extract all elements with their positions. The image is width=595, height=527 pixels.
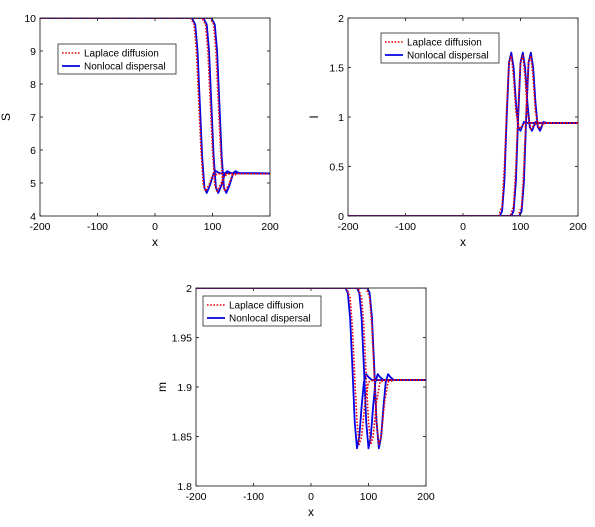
y-tick-label: 2 bbox=[338, 13, 344, 25]
legend-box bbox=[202, 295, 322, 327]
x-tick-label: 100 bbox=[204, 221, 222, 233]
y-tick-label: 0 bbox=[338, 211, 344, 223]
legend: Laplace diffusion Nonlocal dispersal bbox=[202, 295, 322, 327]
series-1-curve-1 bbox=[196, 288, 426, 450]
x-tick-label: 0 bbox=[460, 221, 466, 233]
x-tick-label: -100 bbox=[87, 221, 108, 233]
series-group bbox=[348, 51, 578, 216]
y-tick-label: 1.9 bbox=[177, 382, 192, 394]
legend-label-0: Laplace diffusion bbox=[229, 301, 304, 312]
y-tick-label: 7 bbox=[30, 112, 36, 124]
x-axis-label: x bbox=[460, 235, 466, 249]
series-0-curve-0 bbox=[348, 54, 578, 216]
legend-label-1: Nonlocal dispersal bbox=[407, 51, 489, 62]
chart-panel-I: -200 -100 0 100 200 0 0.5 1 1.5 2 x I Laplace diffus… bbox=[307, 13, 587, 249]
x-axis-label: x bbox=[308, 505, 314, 519]
x-tick-label: 100 bbox=[360, 491, 378, 503]
series-0-curve-2 bbox=[348, 54, 578, 216]
series-group bbox=[196, 288, 426, 450]
x-tick-label: 0 bbox=[152, 221, 158, 233]
legend-box bbox=[380, 32, 500, 64]
series-0-curve-2 bbox=[196, 288, 426, 446]
y-tick-label: 5 bbox=[30, 178, 36, 190]
x-tick-label: 200 bbox=[569, 221, 587, 233]
legend-box bbox=[57, 43, 177, 75]
legend-label-0: Laplace diffusion bbox=[84, 49, 159, 60]
y-tick-label: 1 bbox=[338, 112, 344, 124]
x-axis-label: x bbox=[152, 235, 158, 249]
y-tick-label: 1.95 bbox=[172, 333, 193, 345]
chart-panel-m: -200 -100 0 100 200 1.8 1.85 1.9 1.95 2 x m Laplace … bbox=[155, 283, 435, 519]
legend: Laplace diffusion Nonlocal dispersal bbox=[380, 32, 500, 64]
legend-label-0: Laplace diffusion bbox=[407, 38, 482, 49]
series-1-curve-0 bbox=[196, 288, 426, 450]
chart-panel-S: -200 -100 0 100 200 4 5 6 7 8 9 10 x S Laplace diffusi… bbox=[0, 13, 279, 249]
series-1-curve-0 bbox=[40, 18, 270, 194]
legend-label-1: Nonlocal dispersal bbox=[229, 314, 311, 325]
y-axis-label: m bbox=[155, 382, 169, 392]
x-tick-label: -100 bbox=[395, 221, 416, 233]
x-tick-label: -200 bbox=[185, 491, 206, 503]
series-0-curve-1 bbox=[348, 54, 578, 216]
x-tick-label: 0 bbox=[308, 491, 314, 503]
y-tick-label: 1.8 bbox=[177, 481, 192, 493]
y-tick-label: 8 bbox=[30, 79, 36, 91]
series-1-curve-2 bbox=[40, 18, 270, 194]
y-axis-label: I bbox=[307, 115, 321, 118]
x-tick-label: -100 bbox=[243, 491, 264, 503]
y-tick-label: 9 bbox=[30, 46, 36, 58]
y-tick-label: 10 bbox=[24, 13, 36, 25]
series-group bbox=[40, 18, 270, 194]
y-tick-label: 0.5 bbox=[329, 162, 344, 174]
series-0-curve-1 bbox=[196, 288, 426, 446]
x-tick-label: -200 bbox=[29, 221, 50, 233]
y-tick-label: 6 bbox=[30, 145, 36, 157]
series-0-curve-2 bbox=[40, 18, 270, 193]
x-tick-label: 200 bbox=[417, 491, 435, 503]
x-tick-label: 100 bbox=[512, 221, 530, 233]
series-0-curve-0 bbox=[196, 288, 426, 446]
y-axis-label: S bbox=[0, 113, 13, 121]
y-tick-label: 1.85 bbox=[172, 432, 193, 444]
y-tick-label: 1.5 bbox=[329, 63, 344, 75]
y-tick-label: 4 bbox=[30, 211, 36, 223]
legend: Laplace diffusion Nonlocal dispersal bbox=[57, 43, 177, 75]
x-tick-label: 200 bbox=[261, 221, 279, 233]
x-tick-label: -200 bbox=[337, 221, 358, 233]
legend-label-1: Nonlocal dispersal bbox=[84, 62, 166, 73]
y-tick-label: 2 bbox=[186, 283, 192, 295]
